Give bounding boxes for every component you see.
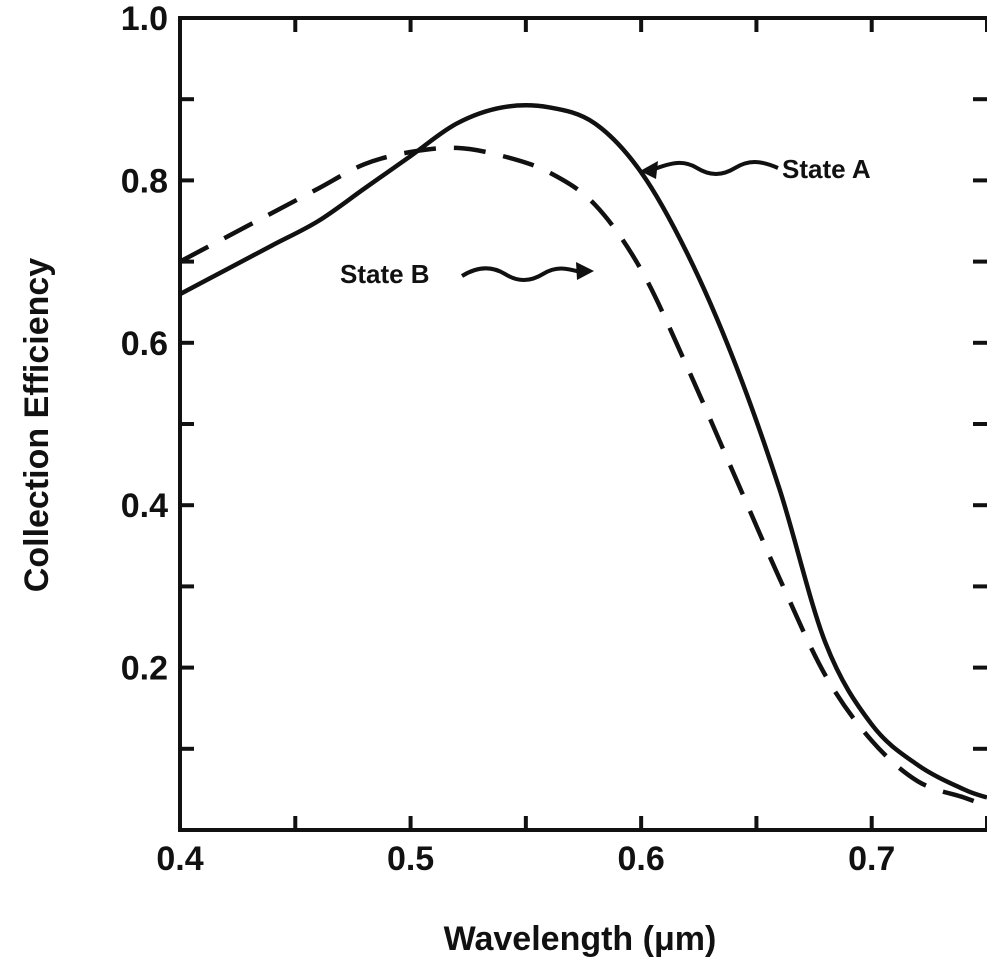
annotation-layer: State A State B [340,154,871,289]
x-axis-title: Wavelength (μm) [444,920,717,958]
y-tick-label: 0.4 [121,487,168,525]
plot-border [178,16,987,832]
y-tick-label: 1.0 [121,0,168,38]
x-tick-label: 0.4 [156,840,203,878]
x-tick-label: 0.6 [618,840,665,878]
y-axis-title: Collection Efficiency [18,258,56,592]
arrowhead-state-a [640,161,658,179]
y-tick-label: 0.6 [121,325,168,363]
x-tick-label: 0.7 [848,840,895,878]
annotation-arrow-state-a [651,160,779,176]
series-line-state-a [178,103,987,800]
y-axis-ticks: 0.2 0.4 0.6 0.8 1.0 [121,0,987,751]
annotation-state-b: State B [340,259,430,289]
x-tick-label: 0.5 [387,840,434,878]
annotation-state-a: State A [782,154,871,184]
x-axis-ticks: 0.4 0.5 0.6 0.7 [156,18,987,878]
arrowhead-state-b [576,262,594,280]
y-tick-label: 0.8 [121,162,168,200]
annotation-arrow-state-b [460,266,581,282]
plot-frame [178,16,987,832]
series-layer [178,103,987,808]
y-tick-label: 0.2 [121,650,168,688]
series-line-state-b [178,145,987,808]
